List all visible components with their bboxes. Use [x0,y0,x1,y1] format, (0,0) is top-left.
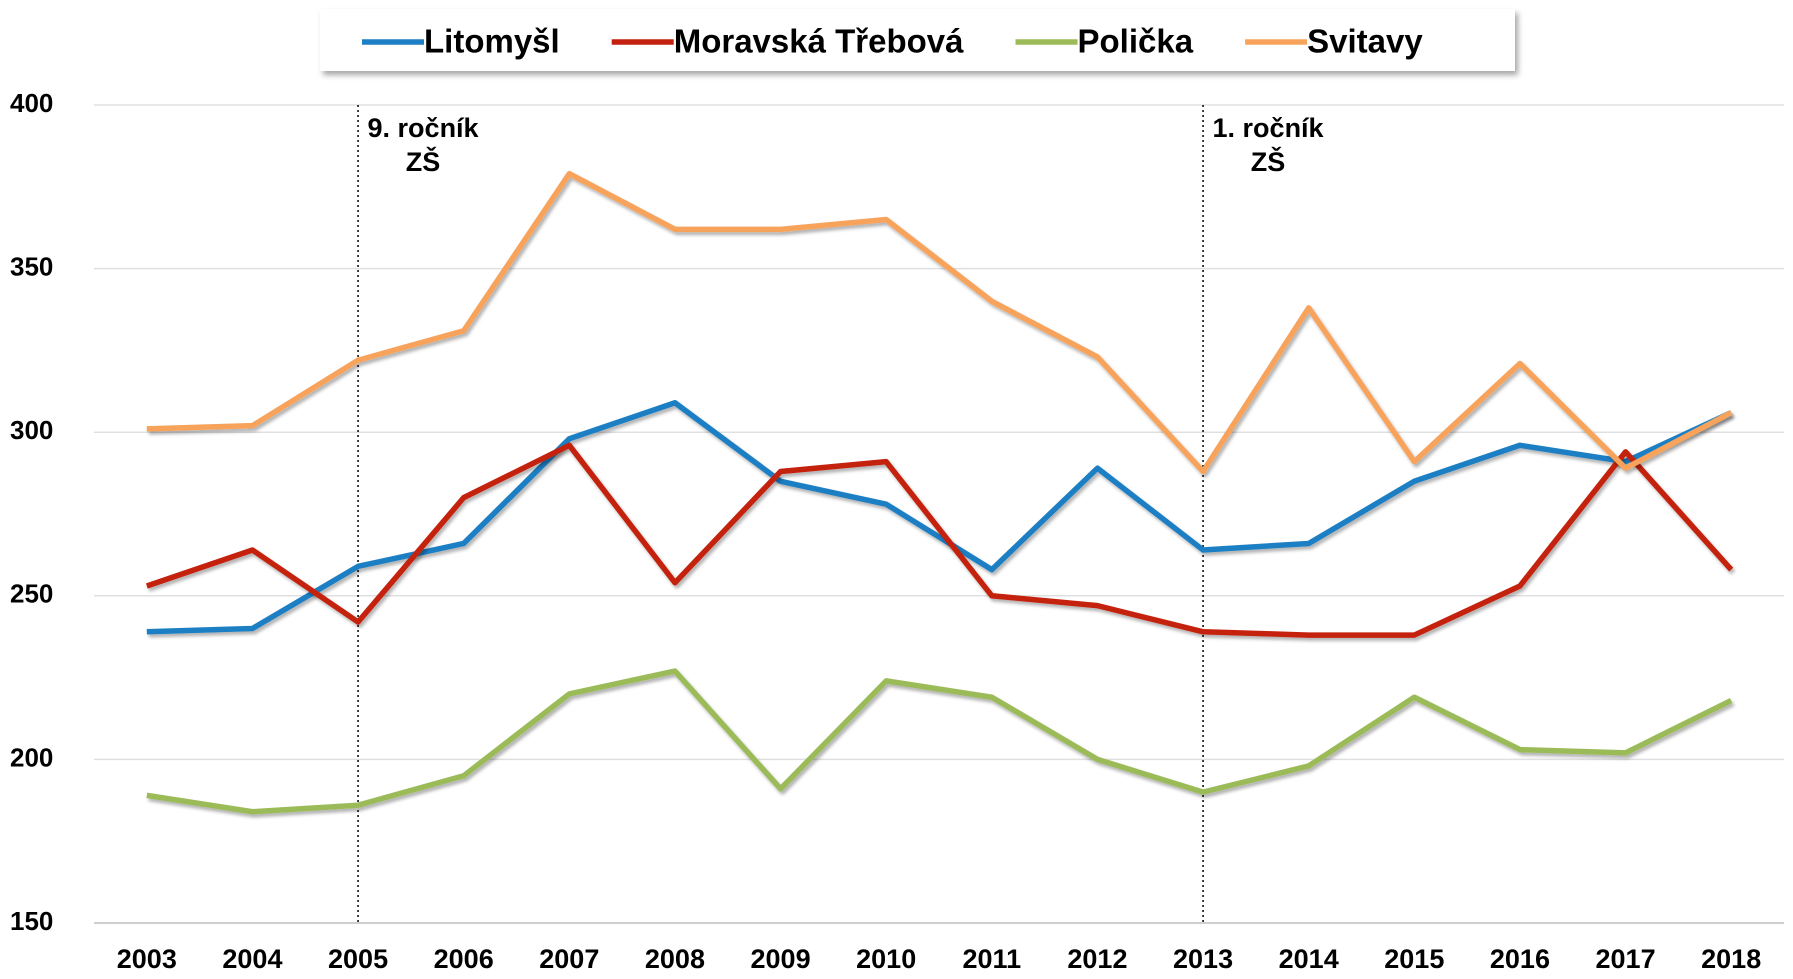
series-line [146,400,1733,635]
series-line [145,442,1734,638]
legend-label: Polička [1078,23,1194,60]
legend: Litomyšl Moravská Třebová Polička Svitavy [320,9,1515,71]
x-tick-label: 2018 [1701,944,1761,974]
y-tick-label: 200 [10,742,53,772]
legend-label: Svitavy [1307,23,1423,60]
y-tick-label: 300 [10,415,53,445]
x-tick-label: 2008 [645,944,705,974]
y-tick-label: 400 [10,88,53,118]
x-tick-label: 2017 [1596,944,1656,974]
legend-label: Moravská Třebová [674,23,964,60]
annotation-text: ZŠ [1251,146,1286,177]
x-tick-label: 2012 [1067,944,1127,974]
x-tick-label: 2004 [222,944,282,974]
y-tick-label: 150 [10,906,53,936]
x-tick-label: 2015 [1384,944,1444,974]
legend-label: Litomyšl [424,23,560,60]
x-tick-label: 2013 [1173,944,1233,974]
y-tick-label: 250 [10,579,53,609]
x-tick-label: 2006 [434,944,494,974]
x-tick-label: 2010 [856,944,916,974]
x-tick-label: 2007 [539,944,599,974]
legend-box [320,9,1515,71]
series-line [146,170,1733,475]
x-tick-label: 2011 [963,944,1022,974]
series-line [146,668,1733,815]
y-tick-label: 350 [10,251,53,281]
x-tick-label: 2005 [328,944,388,974]
annotation-text: 1. ročník [1213,113,1325,143]
x-tick-label: 2003 [117,944,177,974]
annotation-text: 9. ročník [368,113,480,143]
x-tick-label: 2016 [1490,944,1550,974]
x-tick-label: 2014 [1279,944,1339,974]
x-tick-label: 2009 [751,944,811,974]
annotation-text: ZŠ [406,146,441,177]
